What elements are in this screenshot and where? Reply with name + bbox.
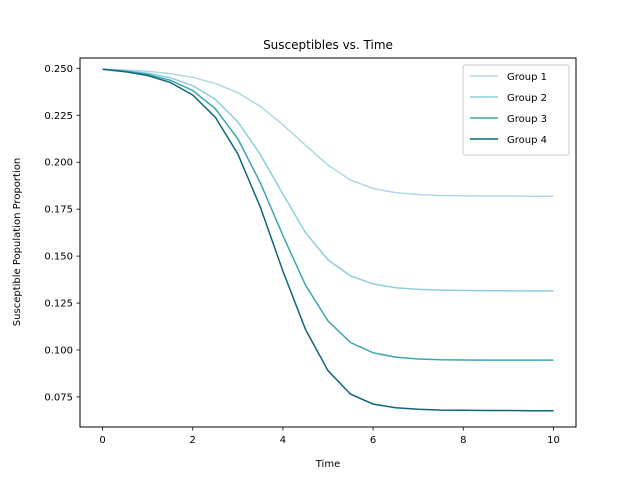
legend-label-group-2: Group 2 — [507, 93, 547, 104]
y-tick-label: 0.200 — [44, 158, 73, 169]
y-tick-label: 0.075 — [44, 392, 73, 403]
y-tick-label: 0.250 — [44, 64, 73, 75]
chart-title: Susceptibles vs. Time — [263, 38, 393, 52]
x-tick-label: 4 — [280, 435, 286, 446]
x-axis-label: Time — [315, 459, 340, 470]
y-tick-label: 0.150 — [44, 252, 73, 263]
x-tick-label: 6 — [370, 435, 376, 446]
legend: Group 1 Group 2 Group 3 Group 4 — [462, 64, 570, 156]
legend-label-group-3: Group 3 — [507, 114, 547, 125]
series-line-group-2 — [102, 68, 554, 292]
y-tick-label: 0.125 — [44, 299, 73, 310]
x-tick-label: 0 — [99, 435, 105, 446]
series-layer — [102, 68, 554, 412]
series-line-group-4 — [102, 68, 554, 412]
series-line-group-3 — [102, 68, 554, 361]
x-tick-label: 8 — [460, 435, 466, 446]
series-line-group-1 — [102, 68, 554, 197]
x-tick-label: 10 — [547, 435, 560, 446]
legend-box — [462, 64, 570, 156]
plot-frame — [79, 57, 577, 428]
x-tick-label: 2 — [190, 435, 196, 446]
legend-label-group-4: Group 4 — [507, 135, 547, 146]
y-tick-label: 0.225 — [44, 111, 73, 122]
y-axis-label: Susceptible Population Proportion — [12, 158, 23, 326]
y-axis: 0.075 0.100 0.125 0.150 0.175 0.200 0.225 0.250 — [44, 64, 80, 403]
y-tick-label: 0.100 — [44, 346, 73, 357]
legend-label-group-1: Group 1 — [507, 72, 547, 83]
x-axis: 0 2 4 6 8 10 — [99, 427, 560, 446]
y-tick-label: 0.175 — [44, 205, 73, 216]
